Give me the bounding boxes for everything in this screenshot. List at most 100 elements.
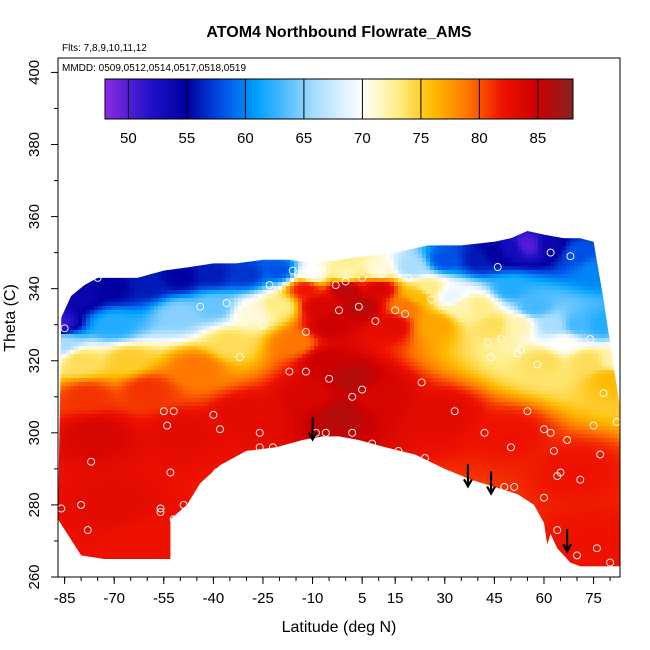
sample-point <box>404 273 413 282</box>
sample-point <box>596 450 605 459</box>
sample-point <box>506 443 515 452</box>
sample-point <box>556 468 565 477</box>
x-tick-label: -25 <box>252 590 274 607</box>
chart-title: ATOM4 Northbound Flowrate_AMS <box>206 24 472 41</box>
sample-point <box>196 302 205 311</box>
down-arrow-icon <box>486 471 497 496</box>
sample-point <box>268 443 277 452</box>
sample-point <box>321 428 330 437</box>
sample-point <box>288 266 297 275</box>
y-axis-label: Theta (C) <box>2 284 19 352</box>
plot-frame <box>57 57 621 578</box>
sample-point <box>599 389 608 398</box>
x-tick-label: -70 <box>103 590 125 607</box>
sample-point <box>93 273 102 282</box>
sample-point <box>510 482 519 491</box>
sample-point <box>285 367 294 376</box>
sample-point <box>497 335 505 344</box>
sample-point <box>566 252 575 261</box>
sample-point <box>354 302 363 311</box>
y-tick-label: 260 <box>26 564 43 589</box>
x-tick-label: 75 <box>585 590 602 607</box>
sample-point <box>450 407 459 416</box>
sample-point <box>348 392 357 401</box>
sample-point <box>358 385 367 394</box>
x-tick-label: -10 <box>302 590 324 607</box>
sample-point <box>533 360 542 369</box>
sample-point <box>592 544 601 553</box>
sample-point <box>255 428 264 437</box>
sample-point <box>368 439 377 448</box>
sample-point <box>576 475 585 484</box>
y-tick-label: 320 <box>26 348 43 373</box>
sample-point <box>549 446 558 455</box>
sample-point <box>242 299 251 308</box>
sample-point <box>325 374 334 383</box>
sample-point <box>586 335 595 344</box>
sample-point <box>209 410 218 419</box>
sample-point <box>159 407 168 416</box>
flights-subtitle: Flts: 7,8,9,10,11,12 <box>62 43 147 54</box>
y-tick-label: 380 <box>26 132 43 157</box>
x-axis-label: Latitude (deg N) <box>282 619 397 636</box>
x-tick-label: 30 <box>436 590 453 607</box>
down-arrow-icon <box>462 464 473 489</box>
sample-point <box>232 457 241 466</box>
x-tick-label: -55 <box>153 590 175 607</box>
x-tick-label: 60 <box>536 590 553 607</box>
sample-point <box>77 500 86 509</box>
y-tick-label: 280 <box>26 492 43 517</box>
sample-point <box>371 317 380 326</box>
sample-point <box>83 526 92 535</box>
sample-point <box>265 281 274 290</box>
colorbar-gradient <box>104 78 574 120</box>
x-tick-label: 45 <box>486 590 503 607</box>
sample-point <box>487 353 496 362</box>
sample-point <box>156 504 165 513</box>
x-tick-label: -85 <box>54 590 76 607</box>
axes: -85 -70 -55 -40 -25 -10 5 15 30 45 60 75 260 280 300 32… <box>26 57 621 607</box>
sample-point <box>179 500 188 509</box>
colorbar-tick-label: 65 <box>296 130 313 147</box>
colorbar-tick-label: 80 <box>471 130 488 147</box>
sample-point <box>378 270 386 279</box>
sample-point <box>421 454 429 463</box>
down-arrow-icon <box>307 417 318 442</box>
sample-point <box>493 263 502 271</box>
sample-point <box>589 421 598 430</box>
colorbar-tick-label: 55 <box>179 130 196 147</box>
sample-point <box>212 468 221 477</box>
y-tick-label: 300 <box>26 420 43 445</box>
sample-point <box>169 407 178 416</box>
sample-point <box>401 309 410 318</box>
sample-point <box>235 353 244 362</box>
sample-point <box>563 436 572 444</box>
flowrate-field <box>58 231 620 567</box>
sample-point <box>166 468 175 477</box>
sample-point <box>255 443 264 452</box>
sample-point <box>60 324 69 333</box>
sample-point <box>358 273 367 282</box>
sample-point <box>259 320 267 329</box>
sample-point <box>480 428 489 437</box>
sample-point <box>391 306 400 315</box>
down-arrow-icon <box>562 529 573 554</box>
sample-point <box>523 407 532 416</box>
sample-point <box>606 558 615 567</box>
dates-subtitle: MMDD: 0509,0512,0514,0517,0518,0519 <box>62 63 246 74</box>
colorbar-tick-label: 75 <box>413 130 430 147</box>
tropopause-arrows <box>307 417 573 554</box>
x-tick-label: -40 <box>203 590 225 607</box>
colorbar-tick-label: 85 <box>530 130 547 147</box>
sample-point <box>169 515 178 524</box>
sample-point <box>540 493 548 502</box>
x-tick-label: 5 <box>358 590 366 607</box>
colorbar-tick-label: 50 <box>120 130 137 147</box>
sample-point <box>301 327 310 336</box>
sample-point <box>335 306 343 315</box>
sample-point <box>301 367 310 376</box>
sample-point <box>427 295 436 304</box>
sample-point <box>348 428 357 437</box>
sample-point <box>222 299 231 308</box>
